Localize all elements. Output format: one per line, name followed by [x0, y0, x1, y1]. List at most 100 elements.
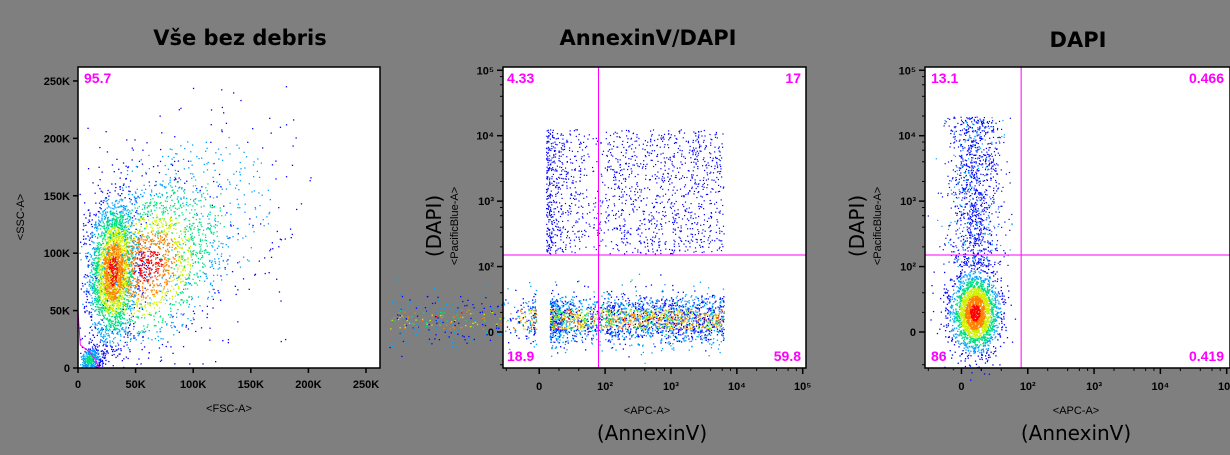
data-point [229, 153, 231, 155]
data-point [114, 222, 116, 225]
data-point [94, 301, 96, 304]
data-point [118, 291, 121, 293]
data-point [112, 293, 114, 296]
data-point [98, 224, 100, 227]
data-point [93, 253, 95, 255]
data-point [132, 257, 135, 259]
data-point [106, 299, 108, 301]
data-point [134, 250, 136, 253]
data-point [124, 225, 126, 227]
data-point [145, 247, 147, 250]
data-point [135, 257, 137, 260]
data-point [121, 303, 123, 305]
data-point [100, 204, 102, 206]
data-point [111, 239, 114, 241]
data-point [112, 248, 114, 250]
data-point [106, 341, 108, 343]
data-point [167, 260, 169, 262]
data-point [171, 316, 174, 319]
data-point [124, 230, 126, 232]
data-point [101, 330, 103, 332]
data-point [101, 267, 103, 269]
data-point [167, 155, 170, 158]
data-point [100, 208, 102, 210]
data-point [89, 301, 91, 304]
data-point [98, 321, 100, 323]
data-point [106, 242, 109, 244]
data-point [115, 233, 117, 235]
data-point [117, 284, 120, 286]
data-point [183, 192, 186, 194]
data-point [216, 231, 218, 233]
data-point [217, 221, 219, 223]
data-point [164, 187, 166, 189]
data-point [161, 132, 163, 134]
data-point [147, 282, 149, 284]
data-point [116, 265, 118, 267]
data-point [109, 274, 111, 276]
data-point [109, 265, 111, 267]
data-point [174, 160, 176, 163]
data-point [117, 237, 119, 239]
data-point [102, 222, 104, 224]
data-point [129, 330, 131, 333]
data-point [161, 211, 163, 213]
data-point [92, 234, 94, 237]
data-point [138, 243, 140, 246]
data-point [130, 287, 133, 289]
data-point [120, 198, 123, 200]
data-point [118, 260, 120, 263]
data-point [128, 306, 131, 308]
data-point [99, 228, 101, 230]
data-point [138, 241, 140, 243]
data-point [95, 225, 97, 227]
data-point [309, 180, 311, 182]
data-point [178, 331, 180, 333]
data-point [147, 211, 149, 213]
data-point [184, 264, 186, 267]
data-point [271, 164, 274, 166]
data-point [86, 255, 89, 258]
data-point [119, 339, 121, 341]
data-point [166, 280, 169, 282]
data-point [119, 286, 121, 288]
data-point [116, 349, 118, 351]
data-point [111, 264, 114, 266]
data-point [126, 276, 128, 278]
data-point [152, 280, 155, 282]
data-point [181, 325, 183, 327]
data-point [125, 229, 127, 231]
data-point [192, 87, 195, 90]
data-point [168, 230, 170, 233]
data-point [101, 200, 103, 202]
data-point [209, 211, 211, 213]
data-point [126, 263, 128, 265]
data-point [252, 128, 254, 130]
data-point [85, 238, 87, 240]
data-point [106, 292, 108, 295]
data-point [130, 285, 132, 288]
data-point [96, 285, 98, 287]
data-point [136, 202, 138, 204]
data-point [112, 260, 114, 262]
data-point [94, 265, 97, 267]
data-point [122, 258, 124, 261]
data-point [137, 246, 140, 248]
data-point [102, 282, 104, 285]
data-point [121, 274, 123, 276]
data-point [97, 258, 99, 260]
data-point [192, 265, 194, 267]
data-point [141, 272, 143, 274]
data-point [138, 219, 140, 221]
data-point [183, 168, 185, 170]
data-point [120, 321, 122, 323]
data-point [141, 196, 143, 198]
data-point [101, 310, 104, 312]
data-point [125, 299, 128, 301]
data-point [104, 285, 106, 288]
data-point [139, 244, 141, 246]
data-point [141, 264, 143, 267]
data-point [149, 193, 152, 196]
data-point [160, 263, 162, 265]
data-point [162, 180, 164, 182]
